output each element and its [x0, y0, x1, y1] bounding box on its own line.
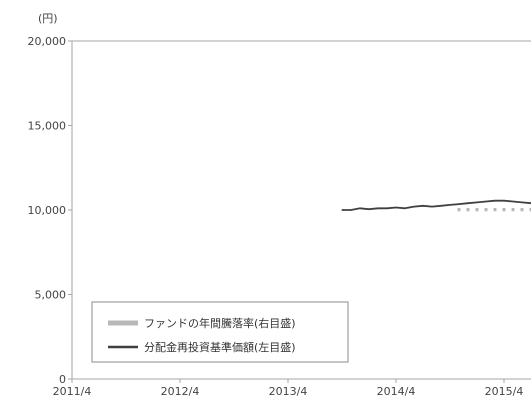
line-point — [359, 207, 361, 209]
legend-label-bar: ファンドの年間騰落率(右目盛) — [144, 316, 296, 330]
bar-mark — [457, 208, 461, 212]
line-point — [512, 200, 514, 203]
legend-label-line: 分配金再投資基準価額(左目盛) — [144, 340, 296, 354]
bar-mark — [529, 208, 531, 212]
line-path — [342, 199, 531, 211]
y-tick-label: 15,000 — [28, 120, 67, 133]
y-axis: 0 5,000 10,000 15,000 20,000 — [28, 35, 72, 386]
line-point — [386, 207, 388, 209]
line-point — [341, 209, 343, 211]
bar-mark — [466, 208, 470, 212]
line-point — [422, 205, 424, 207]
line-point — [467, 202, 469, 204]
x-tick-label: 2012/4 — [161, 385, 200, 398]
bar-mark — [484, 208, 488, 212]
line-point — [395, 206, 397, 209]
y-tick-label: 20,000 — [28, 35, 67, 48]
line-point — [377, 207, 379, 209]
line-point — [494, 200, 496, 202]
legend-box — [91, 301, 349, 363]
y-tick-label: 10,000 — [28, 204, 67, 217]
line-point — [404, 207, 406, 209]
bar-mark — [520, 208, 524, 212]
x-tick-label: 2011/4 — [53, 385, 92, 398]
legend: ファンドの年間騰落率(右目盛) 分配金再投資基準価額(左目盛) — [91, 301, 349, 363]
y-axis-unit-label: (円) — [38, 12, 58, 25]
line-point — [458, 203, 460, 205]
x-axis: 2011/4 2012/4 2013/4 2014/4 2015/4 — [53, 379, 524, 398]
x-tick-label: 2015/4 — [485, 385, 524, 398]
line-point — [431, 206, 433, 208]
line-point — [440, 205, 442, 207]
line-series — [341, 199, 531, 211]
x-tick-label: 2013/4 — [269, 385, 308, 398]
line-point — [485, 200, 487, 203]
line-point — [449, 204, 451, 206]
line-point — [350, 209, 352, 211]
bar-mark — [475, 208, 479, 212]
line-point — [503, 200, 505, 202]
y-tick-label: 5,000 — [35, 289, 67, 302]
line-point — [476, 201, 478, 203]
line-point — [521, 201, 523, 203]
bar-series — [457, 208, 531, 212]
bar-mark — [493, 208, 497, 212]
y-tick-label: 0 — [59, 373, 66, 386]
line-point — [368, 208, 370, 210]
bar-mark — [502, 208, 506, 212]
line-point — [413, 206, 415, 208]
x-tick-label: 2014/4 — [377, 385, 416, 398]
bar-mark — [511, 208, 515, 212]
